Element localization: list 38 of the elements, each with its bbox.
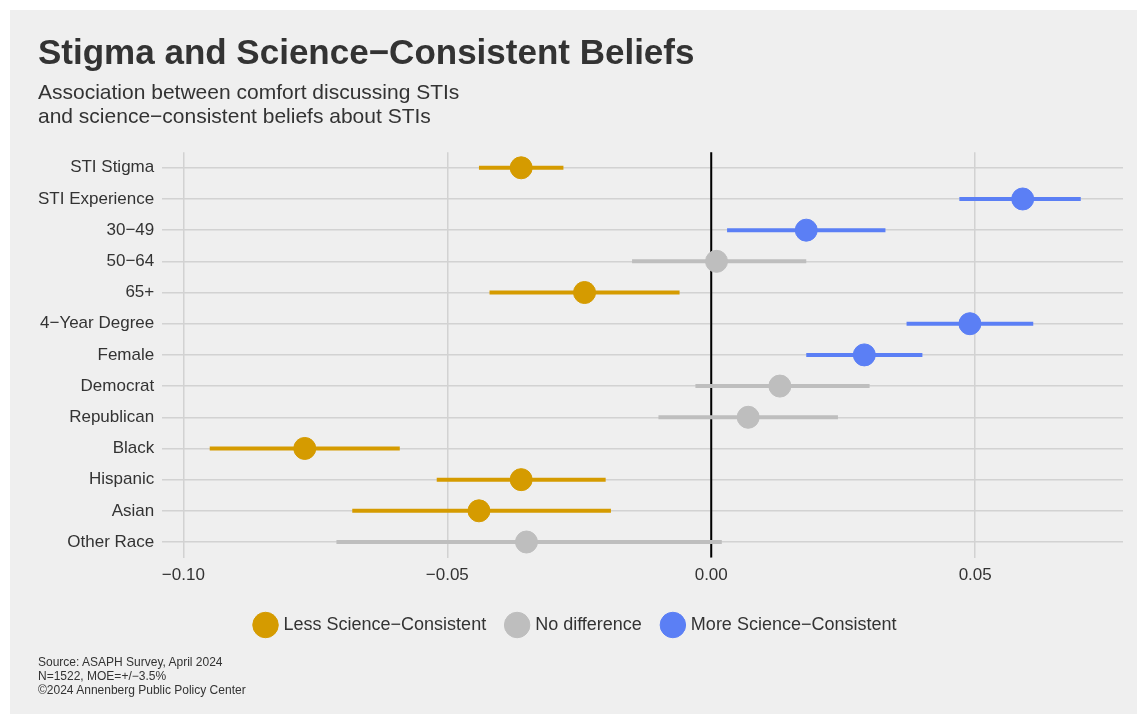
y-tick-label: Other Race	[67, 531, 155, 551]
x-tick-label: 0.00	[694, 565, 728, 585]
y-tick-label: Democrat	[80, 375, 155, 395]
x-tick-label: −0.10	[161, 565, 205, 585]
legend-label: Less Science−Consistent	[283, 613, 487, 634]
point	[573, 281, 597, 305]
legend-label: No difference	[535, 613, 642, 634]
y-tick-label: 4−Year Degree	[40, 313, 155, 333]
text: N=1522, MOE=+/−3.5%	[38, 669, 167, 683]
point	[736, 405, 760, 429]
y-tick-label: 65+	[125, 282, 155, 302]
point	[467, 499, 491, 523]
text: ©2024 Annenberg Public Policy Center	[38, 683, 246, 697]
point	[768, 374, 792, 398]
y-tick-label: STI Stigma	[70, 157, 155, 177]
chart-subtitle: Association between comfort discussing STIs and science−consistent beliefs about STIs	[38, 80, 460, 128]
y-tick-label: Black	[112, 438, 155, 458]
point	[509, 468, 533, 492]
point	[958, 312, 982, 336]
point	[514, 530, 538, 554]
x-tick-label: −0.05	[425, 565, 469, 585]
x-tick-label: 0.05	[958, 565, 992, 585]
y-tick-label: STI Experience	[37, 188, 155, 208]
y-tick-label: Female	[97, 344, 155, 364]
point	[509, 156, 533, 180]
point	[794, 218, 818, 242]
source-note: Source: ASAPH Survey, April 2024	[38, 655, 223, 669]
y-tick-label: Hispanic	[89, 469, 155, 489]
y-tick-label: 30−49	[106, 219, 155, 239]
y-tick-label: 50−64	[106, 251, 155, 271]
chart-title: Stigma and Science−Consistent Beliefs	[38, 32, 695, 72]
point	[852, 343, 876, 367]
point	[1011, 187, 1035, 211]
point	[293, 436, 317, 460]
y-tick-label: Republican	[69, 406, 155, 426]
y-tick-label: Asian	[111, 500, 155, 520]
legend-label: More Science−Consistent	[690, 613, 897, 634]
point	[705, 249, 729, 273]
